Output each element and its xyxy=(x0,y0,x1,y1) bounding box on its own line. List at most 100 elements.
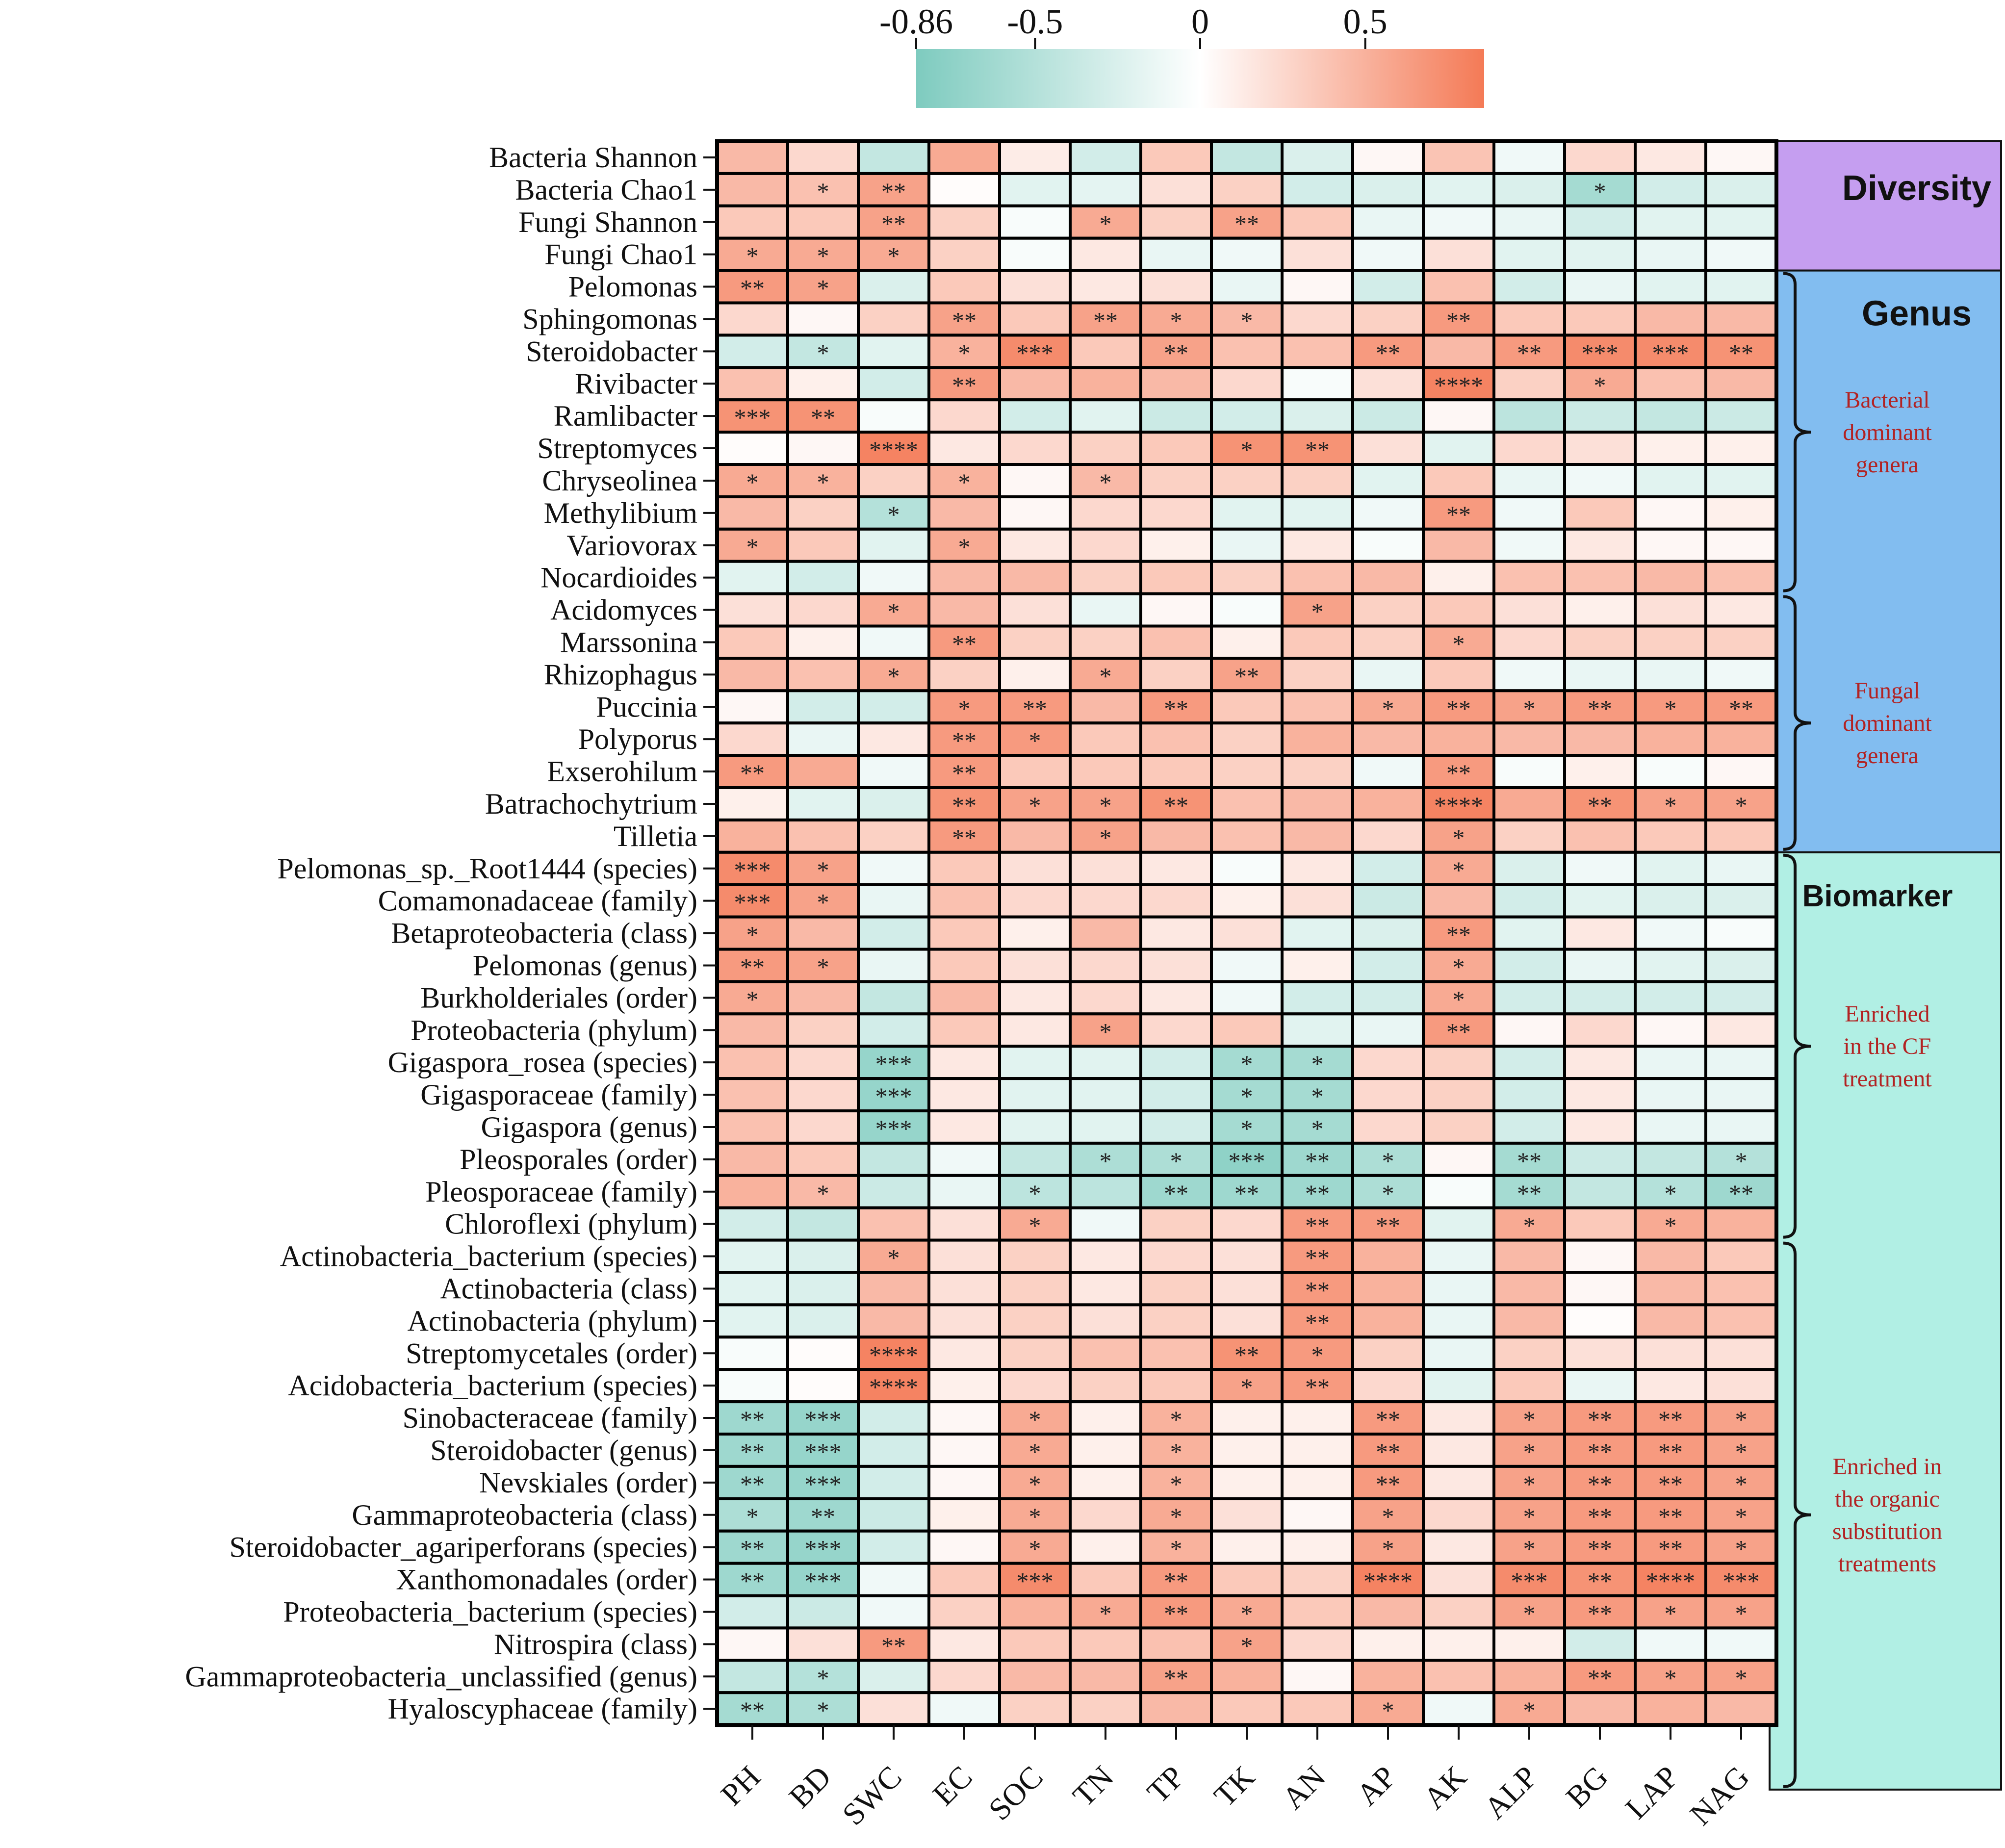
heatmap-cell xyxy=(1069,366,1142,402)
heatmap-cell xyxy=(1492,1012,1566,1048)
significance-mark: * xyxy=(817,468,829,496)
significance-mark: ** xyxy=(1376,1470,1400,1498)
heatmap-cell xyxy=(998,463,1072,498)
heatmap-cell xyxy=(1704,721,1778,757)
heatmap-cell xyxy=(998,560,1072,595)
significance-mark: ** xyxy=(1446,501,1471,528)
significance-mark: *** xyxy=(1017,339,1054,366)
heatmap-cell xyxy=(857,1206,930,1242)
significance-mark: * xyxy=(1523,1696,1536,1724)
significance-mark: * xyxy=(958,468,971,496)
heatmap-cell xyxy=(1210,140,1284,175)
column-label: LAP xyxy=(1619,1759,1685,1826)
significance-mark: *** xyxy=(1017,1567,1054,1595)
heatmap-cell xyxy=(1422,1464,1495,1500)
heatmap-cell xyxy=(1139,398,1213,434)
heatmap-cell xyxy=(786,657,860,693)
heatmap-cell xyxy=(998,1141,1072,1177)
significance-mark: *** xyxy=(734,856,771,884)
heatmap-cell xyxy=(927,1691,1001,1727)
heatmap-cell xyxy=(998,269,1072,305)
heatmap-cell xyxy=(1069,1659,1142,1694)
heatmap-cell xyxy=(716,1659,789,1694)
heatmap-cell xyxy=(1139,980,1213,1016)
significance-mark: * xyxy=(1170,1503,1182,1530)
heatmap-cell xyxy=(1069,172,1142,207)
heatmap-cell xyxy=(1281,236,1354,272)
heatmap-cell xyxy=(716,1303,789,1339)
heatmap-cell xyxy=(927,850,1001,886)
heatmap-cell xyxy=(1210,1497,1284,1533)
heatmap-cell xyxy=(1634,204,1707,240)
significance-mark: ** xyxy=(1588,1567,1612,1595)
heatmap-cell xyxy=(1704,431,1778,466)
colorbar-tick-label: -0.5 xyxy=(1007,2,1063,41)
heatmap-cell xyxy=(1492,1141,1566,1177)
column-label: SOC xyxy=(982,1759,1050,1827)
heatmap-cell xyxy=(716,818,789,854)
heatmap-cell xyxy=(1069,1368,1142,1404)
heatmap-cell xyxy=(1492,140,1566,175)
heatmap-cell xyxy=(786,1012,860,1048)
heatmap-cell xyxy=(998,236,1072,272)
heatmap-cell xyxy=(1210,1238,1284,1274)
significance-mark: ** xyxy=(1446,307,1471,334)
heatmap-cell xyxy=(1139,366,1213,402)
heatmap-cell xyxy=(716,689,789,725)
heatmap-cell xyxy=(857,140,930,175)
heatmap-cell xyxy=(1634,140,1707,175)
significance-mark: * xyxy=(1665,792,1677,819)
significance-mark: *** xyxy=(805,1567,842,1595)
heatmap-cell xyxy=(716,786,789,821)
heatmap-cell xyxy=(1563,754,1637,789)
significance-mark: * xyxy=(1453,953,1465,980)
heatmap-cell xyxy=(857,948,930,983)
heatmap-cell xyxy=(1139,1626,1213,1662)
heatmap-cell xyxy=(1492,172,1566,207)
significance-mark: * xyxy=(1311,1082,1324,1110)
significance-mark: * xyxy=(1523,1503,1536,1530)
heatmap-cell xyxy=(1634,818,1707,854)
heatmap-cell xyxy=(716,1238,789,1274)
heatmap-cell xyxy=(1351,1077,1425,1113)
heatmap-cell xyxy=(857,689,930,725)
heatmap-cell xyxy=(1492,1497,1566,1533)
heatmap-cell xyxy=(998,1303,1072,1339)
significance-mark: ** xyxy=(1305,1212,1330,1239)
heatmap-cell xyxy=(1634,915,1707,951)
significance-mark: * xyxy=(817,1180,829,1207)
heatmap-cell xyxy=(927,1077,1001,1113)
heatmap-cell xyxy=(1281,1594,1354,1630)
row-label: Acidomyces xyxy=(550,594,697,626)
heatmap-cell xyxy=(857,1659,930,1694)
row-label: Fungi Chao1 xyxy=(544,238,697,271)
heatmap-cell xyxy=(927,1206,1001,1242)
heatmap-cell xyxy=(1634,527,1707,563)
heatmap-cell xyxy=(927,1012,1001,1048)
heatmap-cell xyxy=(1704,1368,1778,1404)
heatmap-cell xyxy=(857,172,930,207)
significance-mark: * xyxy=(888,501,900,528)
heatmap-cell xyxy=(857,463,930,498)
column-label: BD xyxy=(782,1759,838,1815)
heatmap-cell xyxy=(1210,1400,1284,1436)
heatmap-cell xyxy=(1563,915,1637,951)
heatmap-cell xyxy=(857,398,930,434)
significance-mark: ** xyxy=(881,210,906,237)
heatmap-cell xyxy=(857,301,930,337)
heatmap-cell xyxy=(1634,1464,1707,1500)
significance-mark: * xyxy=(958,533,971,561)
row-label: Sphingomonas xyxy=(522,303,697,335)
heatmap-cell xyxy=(927,1368,1001,1404)
heatmap-cell xyxy=(1281,786,1354,821)
significance-mark: * xyxy=(1523,1406,1536,1433)
significance-mark: ** xyxy=(1517,339,1542,366)
significance-mark: * xyxy=(1453,630,1465,657)
significance-mark: * xyxy=(1311,1050,1324,1078)
row-label: Chryseolinea xyxy=(542,464,697,497)
column-label: ALP xyxy=(1477,1759,1544,1826)
heatmap-cell xyxy=(1281,624,1354,660)
significance-mark: **** xyxy=(1646,1567,1695,1595)
heatmap-cell xyxy=(927,1045,1001,1080)
